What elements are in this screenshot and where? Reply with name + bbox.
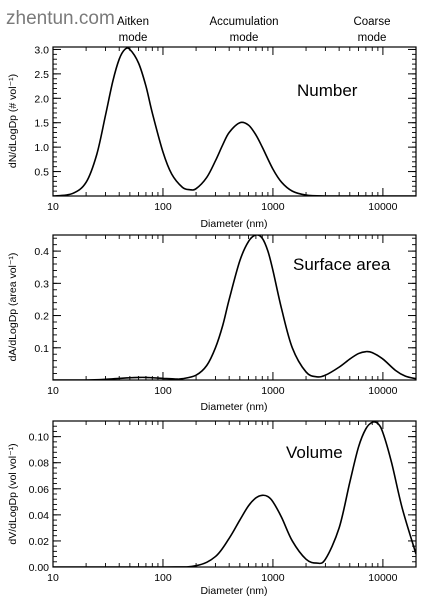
y-tick-label: 0.3 [34,278,49,290]
x-tick-label: 10 [47,385,59,397]
y-tick-label: 0.02 [29,536,50,548]
volume-distribution-curve [53,421,416,567]
y-tick-label: 1.0 [34,142,49,154]
x-tick-label: 1000 [261,201,285,213]
y-tick-label: 0.2 [34,311,49,323]
aitken-mode-label-line1: Aitken [117,16,149,28]
x-tick-label: 100 [154,385,172,397]
x-tick-label: 10 [47,201,59,213]
panel-title-volume: Volume [286,443,343,462]
coarse-mode-label-line1: Coarse [353,16,390,28]
y-tick-label: 0.4 [34,246,49,258]
x-axis-title-surface-area: Diameter (nm) [200,401,267,413]
y-tick-label: 0.08 [29,458,50,470]
mode-labels: Aitken mode Accumulation mode Coarse mod… [117,16,391,44]
coarse-mode-label-line2: mode [358,32,387,44]
y-axis-title-surface-area: dA/dLogDp (area vol⁻¹) [7,253,19,362]
number-distribution-curve [53,47,416,196]
x-tick-label: 100 [154,572,172,584]
surface-area-distribution-curve [53,235,416,380]
accumulation-mode-label-line1: Accumulation [209,16,278,28]
panel-title-surface-area: Surface area [293,255,391,274]
x-tick-label: 100 [154,201,172,213]
y-tick-label: 0.06 [29,484,50,496]
plot-frame [52,234,417,381]
plot-frame [52,420,417,568]
y-tick-label: 0.00 [29,562,50,574]
x-tick-label: 10000 [368,385,397,397]
panel-title-number: Number [297,81,358,100]
x-axis-title-volume: Diameter (nm) [200,585,267,597]
accumulation-mode-label-line2: mode [230,32,259,44]
y-tick-label: 0.10 [29,432,50,444]
y-tick-label: 1.5 [34,118,49,130]
x-tick-label: 10000 [368,201,397,213]
y-tick-label: 0.1 [34,343,49,355]
y-axis-title-number: dN/dLogDp (# vol⁻¹) [7,74,19,168]
x-tick-label: 10000 [368,572,397,584]
x-axis-title-number: Diameter (nm) [200,218,267,230]
axis-ticks: 10 100 1000 10000 0.00 0.02 0.04 0.06 0.08 0.10 [29,420,417,584]
y-tick-label: 3.0 [34,44,49,56]
y-tick-label: 2.0 [34,93,49,105]
y-axis-title-volume: dV/dLogDp (vol vol⁻¹) [7,443,19,544]
x-tick-label: 10 [47,572,59,584]
y-tick-label: 0.04 [29,510,50,522]
y-tick-label: 0.5 [34,167,49,179]
aitken-mode-label-line2: mode [119,32,148,44]
x-tick-label: 1000 [261,572,285,584]
watermark: zhentun.com [6,8,115,29]
axis-ticks: 10 100 1000 10000 0.5 1.0 1.5 2.0 2.5 3.0 [34,44,417,213]
y-tick-label: 2.5 [34,69,49,81]
plot-frame [52,46,417,197]
panel-volume: 10 100 1000 10000 0.00 0.02 0.04 0.06 0.08 0.10 V… [7,420,417,597]
x-tick-label: 1000 [261,385,285,397]
